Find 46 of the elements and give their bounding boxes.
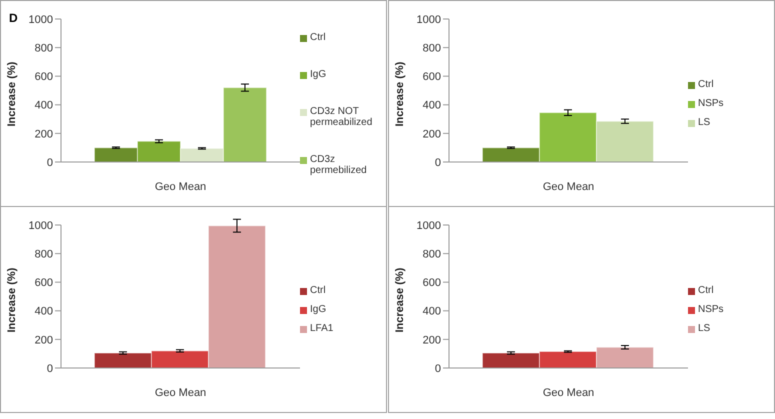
x-tick-label: Geo Mean [154, 386, 206, 399]
y-tick-label: 200 [422, 334, 441, 346]
y-tick-label: 400 [34, 100, 53, 112]
legend-label: Ctrl [310, 285, 326, 296]
y-tick-label: 0 [46, 362, 53, 375]
legend-label: LS [698, 323, 710, 334]
y-axis-title: Increase (%) [6, 61, 18, 126]
legend-label: CD3z NOT permeabilized [310, 106, 374, 128]
y-tick-label: 200 [34, 128, 53, 140]
y-tick-label: 600 [34, 277, 53, 290]
y-tick-label: 400 [422, 306, 441, 318]
x-tick-label: Geo Mean [542, 386, 594, 399]
y-tick-label: 1000 [28, 220, 53, 232]
y-axis-title: Increase (%) [6, 267, 18, 332]
y-tick-label: 600 [422, 71, 441, 84]
legend-label: IgG [310, 304, 326, 315]
y-tick-label: 600 [34, 71, 53, 84]
legend-label: CD3z permebilized [310, 154, 368, 176]
y-tick-label: 1000 [28, 14, 53, 26]
y-tick-label: 0 [434, 362, 441, 375]
legend-label: Ctrl [310, 32, 326, 42]
y-tick-label: 800 [34, 42, 53, 55]
y-tick-label: 0 [46, 156, 53, 169]
legend-label: NSPs [698, 98, 724, 109]
y-tick-label: 800 [422, 248, 441, 261]
y-axis-title: Increase (%) [394, 61, 406, 126]
legend-label: Ctrl [698, 79, 714, 90]
y-tick-label: 800 [34, 248, 53, 261]
x-tick-label: Geo Mean [542, 180, 594, 193]
y-axis-title: Increase (%) [394, 267, 406, 332]
legend-label: LFA1 [310, 323, 334, 334]
y-tick-label: 1000 [416, 220, 441, 232]
legend-label: LS [698, 117, 710, 128]
y-tick-label: 800 [422, 42, 441, 55]
y-tick-label: 400 [422, 100, 441, 112]
y-tick-label: 400 [34, 306, 53, 318]
y-tick-label: 200 [422, 128, 441, 140]
legend-label: IgG [310, 68, 326, 80]
y-tick-label: 200 [34, 334, 53, 346]
y-tick-label: 0 [434, 156, 441, 169]
legend-label: Ctrl [698, 285, 714, 296]
y-tick-label: 1000 [416, 14, 441, 26]
legend-label: NSPs [698, 304, 724, 315]
y-tick-label: 600 [422, 277, 441, 290]
text: D [9, 11, 18, 25]
x-tick-label: Geo Mean [154, 180, 206, 193]
